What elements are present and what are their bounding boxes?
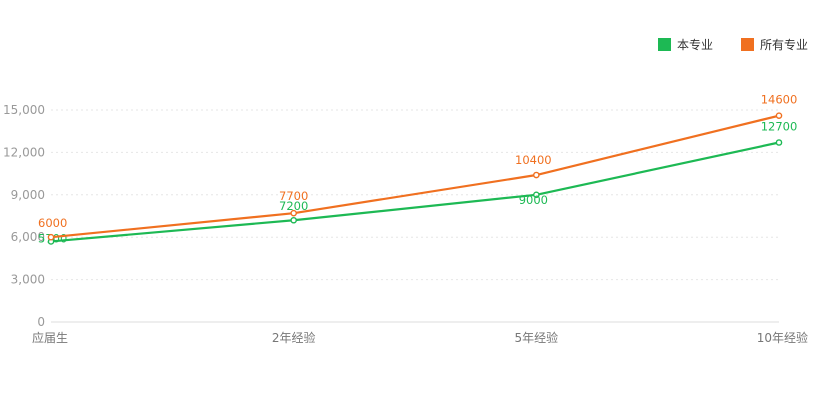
data-point [775, 139, 783, 146]
data-label: 7200 [279, 199, 308, 213]
data-point [290, 216, 297, 224]
x-tick-label: 5年经验 [515, 330, 559, 345]
legend-item-series-2[interactable]: 所有专业 [740, 36, 808, 53]
x-tick-label: 2年经验 [272, 330, 316, 345]
data-point [47, 233, 55, 241]
y-tick-label: 12,000 [3, 145, 45, 159]
data-point [533, 171, 540, 179]
data-label: 6000 [38, 216, 67, 230]
legend: 本专业 所有专业 [657, 36, 808, 53]
y-tick-label: 6,000 [11, 230, 45, 244]
data-label: 14600 [761, 93, 798, 107]
data-label: 9000 [519, 193, 548, 207]
legend-label-series-1: 本专业 [676, 38, 713, 52]
data-label: 12700 [761, 120, 798, 134]
y-tick-label: 0 [37, 315, 45, 329]
legend-item-series-1[interactable]: 本专业 [657, 36, 713, 53]
legend-label-series-2: 所有专业 [759, 38, 808, 52]
data-point [775, 112, 783, 119]
y-tick-label: 3,000 [11, 273, 45, 287]
y-tick-label: 9,000 [11, 188, 45, 202]
data-label: 10400 [515, 153, 552, 167]
x-tick-label: 应届生 [32, 330, 68, 345]
legend-swatch-series-1 [657, 38, 671, 51]
data-point [533, 191, 540, 199]
series-line [50, 114, 780, 239]
x-tick-label: 10年经验 [757, 330, 808, 345]
data-point [290, 209, 297, 217]
y-tick-label: 15,000 [3, 103, 45, 117]
data-label: 7700 [279, 189, 308, 203]
series-line [50, 141, 780, 243]
legend-swatch-series-2 [740, 38, 754, 51]
